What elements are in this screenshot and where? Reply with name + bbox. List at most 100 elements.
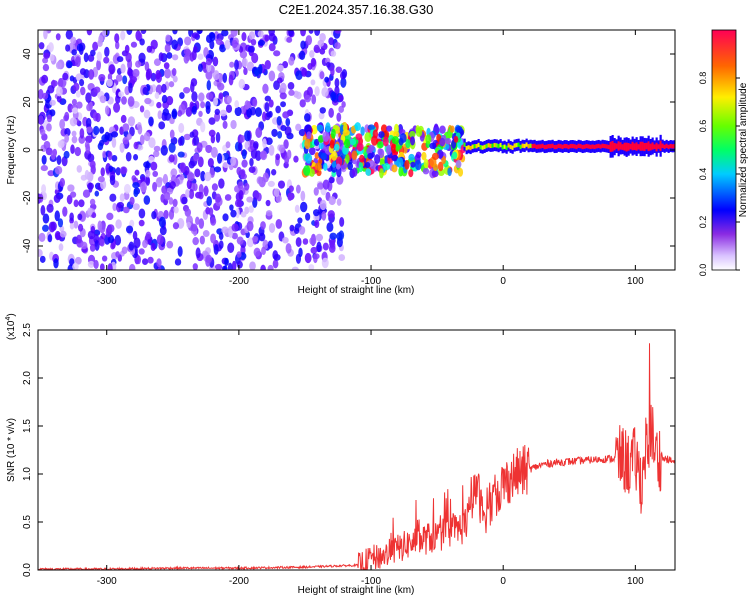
heatmap-cell [204,171,212,182]
heatmap-cell [517,142,520,147]
heatmap-cell [513,143,516,148]
heatmap-cell [358,161,364,173]
snr-series-line [38,343,675,570]
heatmap-cell [347,162,354,171]
heatmap-cell [56,86,63,97]
heatmap-cell [294,204,300,213]
heatmap-cell [73,82,80,92]
heatmap-cell [314,86,320,97]
heatmap-cell [231,223,239,232]
heatmap-cell [110,242,116,250]
heatmap-cell [617,141,620,151]
heatmap-cell [300,190,306,202]
heatmap-cell [571,143,574,149]
heatmap-cell [78,135,86,144]
heatmap-cell [210,216,217,226]
heatmap-cell [261,246,266,256]
heatmap-cell [275,153,281,161]
heatmap-cell [493,142,496,148]
heatmap-cell [275,105,281,114]
heatmap-cell [479,145,482,150]
heatmap-cell [160,145,168,156]
heatmap-cell [124,44,130,54]
heatmap-cell [122,206,130,214]
heatmap-x-tick-label: -300 [97,276,117,287]
heatmap-cell [115,251,120,258]
heatmap-cell [287,192,293,201]
heatmap-cell [264,34,270,42]
colorbar-tick-label: 0.2 [698,216,708,229]
heatmap-cell [331,161,337,168]
heatmap-cell [316,169,322,177]
snr-x-tick-label: -300 [97,576,117,587]
heatmap-cell [77,223,84,232]
heatmap-y-tick-label: 0 [22,147,33,153]
heatmap-cell [455,125,463,133]
heatmap-cell [145,231,152,240]
heatmap-cell [218,178,225,189]
heatmap-cell [344,138,351,149]
heatmap-cell [404,159,410,170]
heatmap-cell [225,141,231,149]
heatmap-cell [172,198,178,208]
heatmap-cell [213,166,222,173]
heatmap-cell [250,148,258,159]
heatmap-cell [334,30,342,34]
heatmap-cell [158,52,164,61]
heatmap-cell [338,105,345,113]
heatmap-cell [54,210,60,222]
heatmap-cell [295,70,303,81]
heatmap-cell [145,176,151,186]
heatmap-cell [93,259,99,269]
heatmap-cell [110,131,119,138]
heatmap-cell [116,201,125,209]
heatmap-cell [341,101,346,108]
heatmap-cell [325,122,331,133]
heatmap-cell [275,218,283,229]
heatmap-cell [236,251,242,258]
heatmap-cell [408,169,414,178]
heatmap-cell [279,144,285,154]
heatmap-cell [43,30,48,40]
heatmap-cell [268,32,276,42]
heatmap-cell [62,72,69,81]
heatmap-cell [649,143,652,151]
heatmap-cell [73,220,79,229]
heatmap-cell [637,144,640,150]
heatmap-cell [50,150,56,161]
heatmap-cell [108,64,116,75]
heatmap-cell [191,105,197,115]
heatmap-cell [328,107,334,118]
heatmap-cell [551,143,554,148]
heatmap-cell [316,241,322,253]
heatmap-cell [82,189,91,198]
heatmap-cell [169,129,175,139]
heatmap-cell [162,173,169,185]
heatmap-cell [323,162,328,171]
heatmap-cell [533,143,536,148]
heatmap-cell [279,82,287,93]
heatmap-cell [495,143,498,148]
heatmap-cell [127,96,135,107]
heatmap-cell [80,86,86,96]
heatmap-cell [90,49,96,57]
heatmap-cell [378,131,385,138]
heatmap-cell [587,144,590,149]
heatmap-cell [225,104,233,113]
heatmap-cell [573,144,576,149]
heatmap-cell [306,131,312,140]
heatmap-y-tick-label: -20 [22,190,33,205]
heatmap-cell [455,160,462,169]
heatmap-cell [264,60,271,70]
heatmap-cell [87,230,96,240]
heatmap-cell [73,199,79,208]
heatmap-cell [372,129,379,139]
heatmap-cell [254,69,260,77]
heatmap-cell [125,151,132,162]
heatmap-cell [152,181,158,192]
heatmap-cell [46,114,52,123]
heatmap-cell [214,108,221,115]
heatmap-cell [256,176,263,185]
heatmap-cell [298,247,303,258]
heatmap-cell [67,184,75,192]
